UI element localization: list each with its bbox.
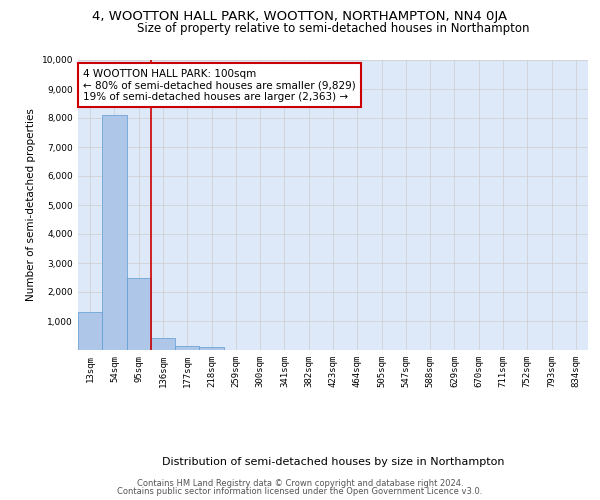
Bar	[199, 347, 224, 350]
Title: Size of property relative to semi-detached houses in Northampton: Size of property relative to semi-detach…	[137, 22, 529, 35]
Bar	[127, 278, 151, 350]
Y-axis label: Number of semi-detached properties: Number of semi-detached properties	[26, 108, 36, 302]
Bar	[102, 115, 127, 350]
Bar	[151, 338, 175, 350]
Text: 4, WOOTTON HALL PARK, WOOTTON, NORTHAMPTON, NN4 0JA: 4, WOOTTON HALL PARK, WOOTTON, NORTHAMPT…	[92, 10, 508, 23]
Text: Contains public sector information licensed under the Open Government Licence v3: Contains public sector information licen…	[118, 487, 482, 496]
X-axis label: Distribution of semi-detached houses by size in Northampton: Distribution of semi-detached houses by …	[162, 456, 504, 466]
Bar	[175, 346, 199, 350]
Text: 4 WOOTTON HALL PARK: 100sqm
← 80% of semi-detached houses are smaller (9,829)
19: 4 WOOTTON HALL PARK: 100sqm ← 80% of sem…	[83, 68, 356, 102]
Text: Contains HM Land Registry data © Crown copyright and database right 2024.: Contains HM Land Registry data © Crown c…	[137, 478, 463, 488]
Bar	[78, 312, 102, 350]
